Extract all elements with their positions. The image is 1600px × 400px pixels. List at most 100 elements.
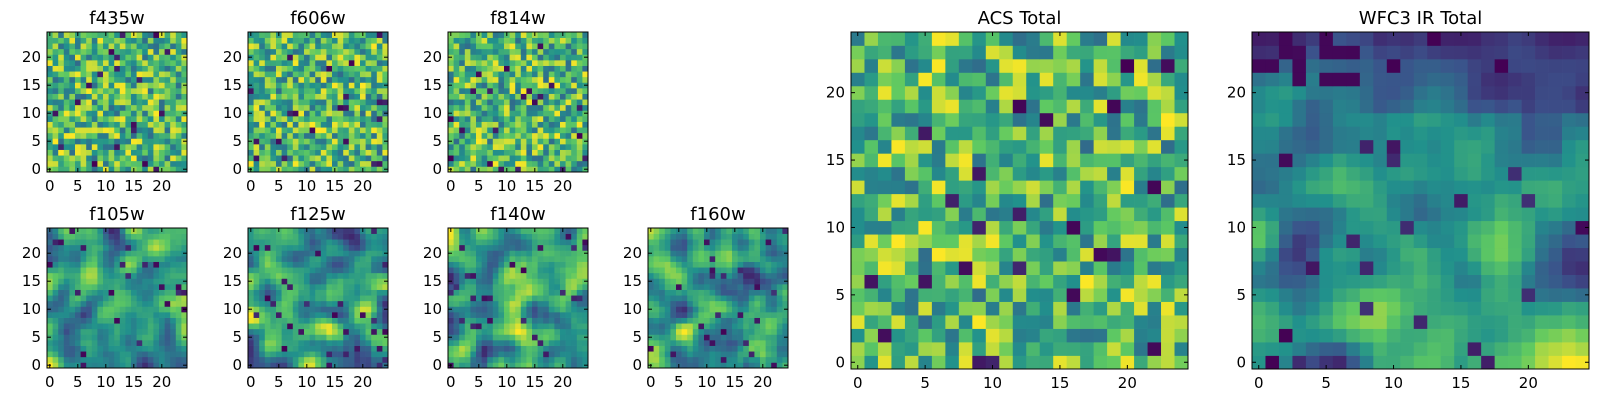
heatmap-cell — [560, 334, 566, 341]
heatmap-cell — [91, 149, 98, 156]
heatmap-cell — [653, 323, 660, 330]
heatmap-cell — [298, 54, 305, 61]
heatmap-cell — [1174, 315, 1189, 329]
heatmap-cell — [492, 144, 499, 150]
heatmap-cell — [309, 306, 316, 313]
heatmap-cell — [125, 300, 132, 307]
heatmap-cell — [80, 267, 87, 274]
heatmap-cell — [670, 323, 677, 330]
heatmap-cell — [348, 110, 355, 117]
heatmap-cell — [571, 278, 578, 285]
heatmap-cell — [376, 244, 383, 251]
heatmap-cell — [281, 340, 288, 346]
heatmap-cell — [453, 256, 460, 262]
heatmap-cell — [91, 340, 98, 346]
heatmap-cell — [509, 306, 516, 313]
heatmap-cell — [664, 351, 671, 358]
heatmap-cell — [276, 60, 282, 66]
heatmap-cell — [332, 272, 338, 279]
heatmap-cell — [75, 121, 81, 128]
heatmap-cell — [448, 351, 454, 358]
heatmap-cell — [376, 334, 383, 341]
heatmap-cell — [153, 65, 160, 72]
heatmap-cell — [851, 220, 865, 235]
heatmap-cell — [515, 345, 522, 352]
heatmap-cell — [281, 93, 288, 100]
heatmap-cell — [526, 323, 533, 330]
heatmap-cell — [692, 323, 699, 330]
heatmap-cell — [75, 272, 81, 279]
heatmap-cell — [315, 76, 322, 83]
heatmap-cell — [1107, 328, 1121, 343]
heatmap-cell — [259, 228, 266, 234]
heatmap-cell — [664, 345, 671, 352]
heatmap-cell — [543, 239, 550, 246]
heatmap-cell — [181, 99, 188, 106]
heatmap-cell — [292, 356, 299, 363]
heatmap-cell — [360, 295, 366, 302]
heatmap-cell — [526, 60, 533, 66]
heatmap-cell — [576, 356, 583, 363]
heatmap-cell — [86, 233, 93, 240]
heatmap-cell — [125, 104, 132, 111]
heatmap-cell — [164, 82, 171, 89]
y-tick-label: 0 — [31, 160, 41, 178]
heatmap-cell — [86, 32, 93, 38]
heatmap-cell — [159, 317, 165, 324]
heatmap-cell — [264, 250, 271, 257]
heatmap-cell — [692, 228, 699, 234]
heatmap-cell — [487, 54, 494, 61]
heatmap-cell — [448, 71, 454, 78]
heatmap-cell — [918, 355, 933, 370]
heatmap-cell — [248, 345, 254, 352]
heatmap-cell — [371, 149, 378, 156]
heatmap-cell — [571, 166, 578, 173]
heatmap-cell — [332, 267, 338, 274]
heatmap-cell — [648, 356, 654, 363]
heatmap-cell — [676, 250, 682, 257]
heatmap-cells — [47, 32, 188, 173]
heatmap-cell — [664, 272, 671, 279]
heatmap-cell — [259, 132, 266, 139]
heatmap-cell — [509, 228, 516, 234]
heatmap-cell — [175, 334, 182, 341]
heatmap-cell — [248, 351, 254, 358]
heatmap-cell — [492, 362, 499, 369]
heatmap-cell — [958, 234, 973, 249]
heatmap-cell — [904, 328, 919, 343]
heatmap-cell — [571, 289, 578, 296]
heatmap-cell — [653, 362, 660, 369]
heatmap-cell — [114, 149, 121, 156]
heatmap-cell — [253, 110, 260, 117]
heatmap-cell — [304, 351, 310, 358]
heatmap-cell — [326, 166, 333, 173]
heatmap-cell — [1107, 274, 1121, 289]
heatmap-cell — [354, 306, 361, 313]
heatmap-cell — [153, 48, 160, 55]
heatmap-cell — [164, 362, 171, 369]
heatmap-cell — [464, 166, 471, 173]
heatmap-cell — [259, 312, 266, 318]
heatmap-cell — [164, 317, 171, 324]
heatmap-cell — [509, 60, 516, 66]
heatmap-cell — [492, 76, 499, 83]
heatmap-cell — [1012, 274, 1027, 289]
heatmap-cell — [476, 144, 482, 150]
heatmap-cell — [315, 351, 322, 358]
heatmap-cells — [648, 228, 789, 369]
heatmap-cell — [877, 315, 892, 329]
heatmap-cell — [142, 261, 149, 268]
heatmap-cell — [343, 132, 350, 139]
heatmap-cell — [114, 278, 121, 285]
x-tick-label: 0 — [45, 373, 55, 391]
heatmap-cell — [560, 82, 566, 89]
heatmap-cell — [1080, 315, 1094, 329]
y-tick-label: 5 — [632, 328, 642, 346]
heatmap-cell — [459, 351, 466, 358]
heatmap-cell — [548, 334, 555, 341]
heatmap-cell — [565, 300, 572, 307]
heatmap-cell — [131, 88, 137, 94]
heatmap-cell — [771, 244, 778, 251]
heatmap-cell — [114, 132, 121, 139]
heatmap-cell — [159, 351, 165, 358]
